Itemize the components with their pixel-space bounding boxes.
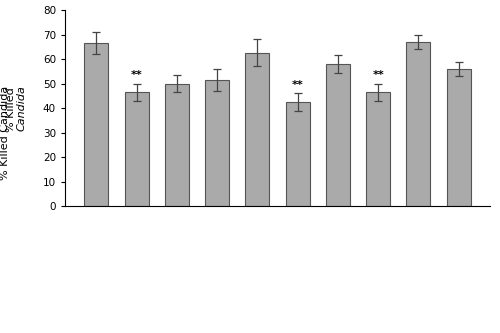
- Bar: [286, 102, 310, 206]
- Text: **: **: [292, 80, 304, 90]
- Text: **: **: [372, 70, 384, 80]
- Text: % Killed: % Killed: [6, 84, 16, 132]
- Bar: [165, 84, 189, 206]
- Bar: [84, 43, 108, 206]
- Bar: [326, 64, 350, 206]
- Text: Candida: Candida: [16, 85, 26, 131]
- Text: % Killed Candida: % Killed Candida: [0, 86, 10, 180]
- Bar: [246, 53, 270, 206]
- Bar: [124, 92, 148, 206]
- Bar: [446, 69, 470, 206]
- Bar: [205, 80, 229, 206]
- Text: **: **: [131, 70, 142, 80]
- Bar: [406, 42, 430, 206]
- Bar: [366, 92, 390, 206]
